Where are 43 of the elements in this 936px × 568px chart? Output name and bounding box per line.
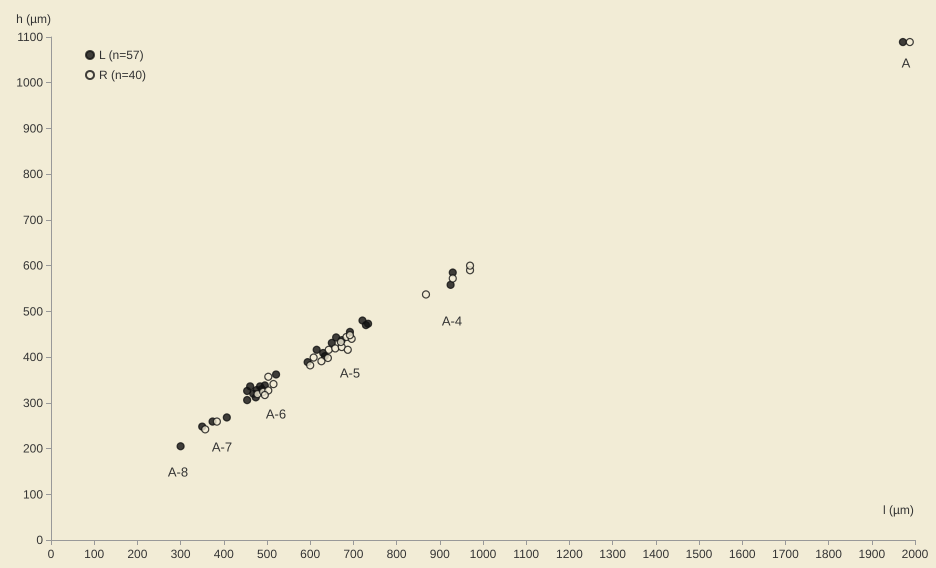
annotation: A — [902, 56, 911, 70]
y-axis-title: h (µm) — [16, 12, 51, 26]
x-tick-label: 1700 — [772, 547, 800, 561]
x-tick-label: 1600 — [728, 547, 756, 561]
annotation: A-7 — [212, 440, 232, 454]
y-tick-label: 400 — [22, 350, 44, 364]
x-tick-label: 200 — [127, 547, 148, 561]
y-tick-label: 700 — [22, 212, 44, 227]
y-tick-label: 200 — [22, 442, 44, 456]
x-tick-label: 1400 — [642, 547, 670, 561]
annotation: A-4 — [442, 314, 462, 328]
x-tick-label: 1900 — [858, 547, 886, 561]
x-tick-label: 2000 — [902, 547, 929, 561]
y-tick-label: 1000 — [16, 76, 44, 90]
y-tick-label: 300 — [22, 396, 44, 410]
x-tick-label: 1000 — [470, 547, 497, 561]
x-tick-label: 300 — [170, 547, 191, 561]
x-tick-label: 700 — [343, 547, 364, 561]
x-tick-label: 500 — [256, 547, 278, 561]
x-tick-label: 400 — [214, 547, 234, 561]
legend-label: R (n=40) — [99, 68, 146, 82]
x-tick-label: 1500 — [686, 547, 713, 561]
y-tick-label: 900 — [22, 121, 44, 136]
x-tick-label: 100 — [84, 547, 105, 561]
x-tick-label: 0 — [48, 547, 55, 561]
x-tick-label: 900 — [430, 547, 450, 561]
x-tick-label: 800 — [386, 547, 407, 561]
annotation: A-6 — [266, 406, 286, 422]
x-tick-label: 1200 — [556, 547, 584, 561]
annotation: A-8 — [168, 464, 188, 480]
y-tick-label: 1100 — [17, 30, 44, 44]
x-tick-label: 1300 — [599, 547, 626, 561]
y-tick-label: 800 — [22, 167, 44, 182]
x-axis-title: l (µm) — [883, 503, 914, 517]
y-tick-label: 500 — [22, 304, 44, 318]
x-tick-label: 1800 — [815, 547, 842, 561]
legend-label: L (n=57) — [99, 48, 144, 62]
annotation: A-5 — [340, 366, 360, 380]
y-tick-label: 600 — [22, 258, 44, 273]
y-tick-label: 100 — [22, 487, 44, 502]
x-tick-label: 1100 — [513, 547, 540, 561]
y-tick-label: 0 — [36, 533, 44, 547]
x-tick-label: 600 — [300, 547, 321, 561]
